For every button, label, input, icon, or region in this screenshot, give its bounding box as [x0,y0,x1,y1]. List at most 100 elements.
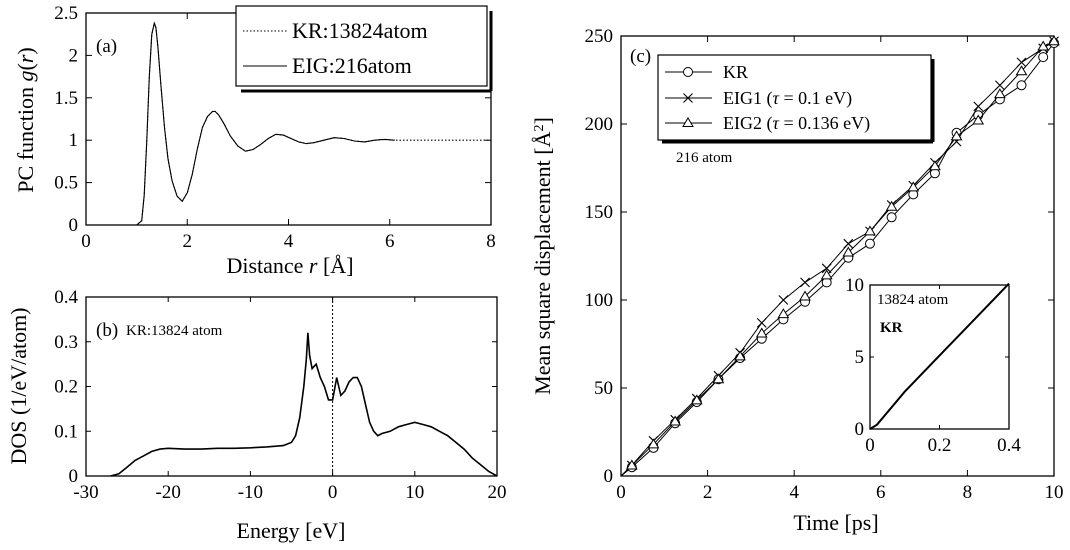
panel-b: -30 -20 -10 0 10 20 0 0.1 0.2 0.3 0.4 (b) KR:13824 a… [6,287,507,543]
x-tick-label: 0 [616,482,626,503]
y-axis-label: DOS (1/eV/atom) [6,307,31,464]
x-tick-label: 0.4 [997,435,1021,456]
triangle-marker [712,373,725,384]
y-tick-label: 5 [855,347,865,368]
circle-marker [1016,80,1027,91]
y-tick-label: 200 [585,114,614,135]
triangle-marker [1048,35,1060,46]
y-tick-label: 250 [585,26,614,47]
triangle-marker [647,438,660,449]
x-tick-label: 10 [1045,482,1064,503]
x-tick-label: 0 [81,231,91,252]
x-tick-label: 0 [328,482,338,503]
x-tick-label: 0 [865,435,875,456]
series-line [620,40,1055,477]
triangle-marker [994,88,1006,99]
x-tick-label: 10 [405,482,424,503]
y-tick-label: 1 [69,130,79,151]
panel-annotation: 216 atom [676,150,733,166]
x-tick-label: -30 [73,482,98,503]
x-tick-label: 6 [385,231,395,252]
legend-label: KR [723,62,748,82]
legend-box [235,5,488,87]
series-eig2 [620,35,1060,477]
x-tick-label: 8 [486,231,496,252]
circle-marker [683,67,693,77]
panel-annotation: KR:13824 atom [126,323,223,339]
panel-a: 0 2 4 6 8 0 0.5 1 1.5 2 2.5 (a) KR:13824atom EIG:216a… [13,3,496,278]
legend: KR EIG1 (τ = 0.1 eV) EIG2 (τ = 0.136 eV) [657,54,935,144]
x-tick-label: -20 [156,482,181,503]
triangle-marker [690,394,703,405]
circle-marker [1038,52,1049,63]
y-tick-label: 50 [594,378,613,399]
triangle-marker [625,459,638,470]
series-line [131,21,395,226]
x-tick-label: 8 [963,482,973,503]
y-tick-label: 0.4 [54,287,78,308]
cross-marker [756,317,767,328]
triangle-marker [1015,65,1028,76]
circle-marker [864,238,875,249]
cross-marker [994,80,1005,91]
triangle-marker [755,327,768,338]
triangle-marker [777,308,790,319]
triangle-marker [1037,40,1050,51]
legend-label: EIG1 (τ = 0.1 eV) [723,88,852,109]
triangle-marker [842,246,855,257]
cross-marker [1016,57,1027,68]
cross-marker [843,238,854,249]
y-axis-label: PC function g(r) [13,47,38,192]
cross-marker [973,101,984,112]
cross-marker [778,295,789,305]
x-tick-label: 4 [284,231,294,252]
legend: KR:13824atom EIG:216atom [235,5,493,93]
y-tick-label: 10 [845,275,864,296]
y-tick-label: 1.5 [54,88,78,109]
x-tick-label: 0.2 [928,435,952,456]
cross-marker [683,93,693,103]
panel-label: (a) [96,36,117,57]
y-tick-label: 0 [69,215,79,236]
x-axis-label: Time [ps] [793,510,878,535]
triangle-marker [864,225,876,236]
y-tick-label: 2.5 [54,3,78,24]
y-tick-label: 100 [585,290,614,311]
triangle-marker [734,350,746,361]
series-line [620,40,1055,477]
y-tick-label: 0.3 [54,332,78,353]
triangle-marker [929,160,941,171]
triangle-marker [682,117,694,127]
cross-marker [821,263,832,274]
triangle-marker [885,200,898,211]
triangle-marker [907,181,920,192]
triangle-marker [972,114,985,125]
x-axis-label: Distance r [Å] [226,253,353,278]
inset-line [869,282,1010,430]
x-tick-label: 4 [789,482,799,503]
y-tick-label: 0.2 [54,377,78,398]
triangle-marker [820,269,833,280]
legend-label: KR:13824atom [292,18,428,43]
x-tick-label: 20 [488,482,507,503]
x-tick-label: -10 [238,482,263,503]
legend-label: EIG:216atom [292,53,412,78]
y-tick-label: 0 [69,466,79,487]
y-axis-label: Mean square displacement [Å2] [530,117,555,395]
x-tick-label: 2 [183,231,193,252]
triangle-marker [799,290,811,301]
cross-marker [800,277,810,288]
inset: 0 0.2 0.4 0 5 10 13824 atom KR [845,275,1021,456]
inset-annotation: 13824 atom [877,292,949,308]
y-tick-label: 0.5 [54,173,78,194]
x-axis-label: Energy [eV] [237,518,346,543]
x-tick-label: 6 [876,482,886,503]
triangle-marker [950,130,963,141]
inset-annotation: KR [880,320,903,336]
y-tick-label: 0.1 [54,421,78,442]
panel-label: (b) [96,320,118,341]
legend-label: EIG2 (τ = 0.136 eV) [723,113,870,134]
x-tick-label: 2 [703,482,713,503]
